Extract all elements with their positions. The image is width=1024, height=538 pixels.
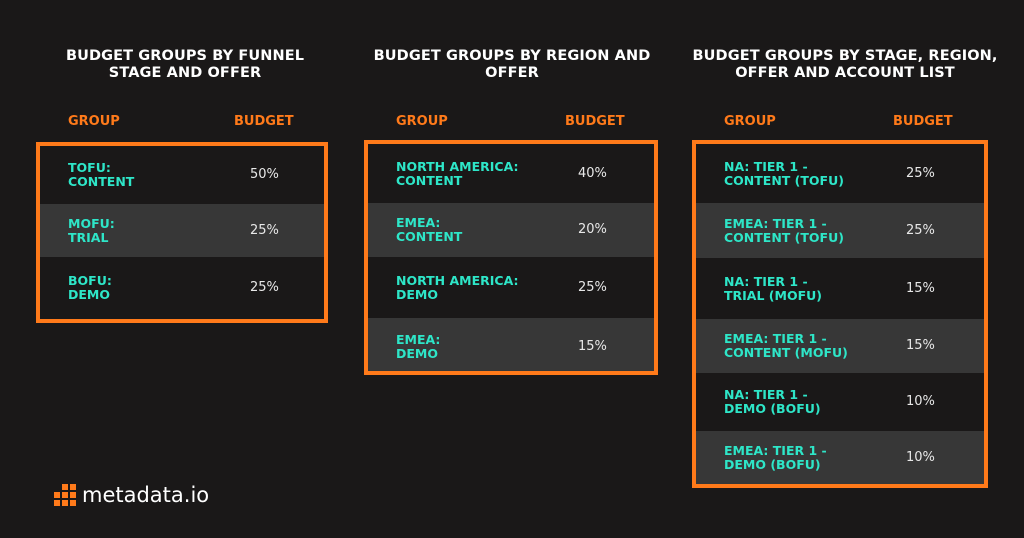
group-label: NA: TIER 1 - CONTENT (TOFU) — [724, 158, 844, 188]
panel-title: Budget groups by stage, region, offer an… — [692, 48, 998, 81]
grid-logo-icon — [54, 484, 76, 506]
group-label: NA: TIER 1 - DEMO (BOFU) — [724, 387, 821, 416]
budget-value: 10% — [906, 394, 935, 409]
column-header-group: GROUP — [68, 114, 120, 129]
budget-value: 15% — [906, 338, 935, 353]
group-label: EMEA: TIER 1 - CONTENT (MOFU) — [724, 331, 848, 360]
table-row: EMEA: TIER 1 - DEMO (BOFU) 10% — [696, 431, 984, 484]
panel-title: Budget groups by funnel stage and offer — [65, 48, 305, 81]
budget-value: 10% — [906, 449, 935, 465]
budget-table: NORTH AMERICA: CONTENT 40% EMEA: CONTENT… — [364, 140, 658, 375]
table-row: EMEA: TIER 1 - CONTENT (TOFU) 25% — [696, 203, 984, 258]
budget-value: 50% — [250, 167, 279, 182]
column-header-group: GROUP — [724, 114, 776, 129]
table-row: NORTH AMERICA: DEMO 25% — [368, 257, 654, 318]
column-header-group: GROUP — [396, 114, 448, 129]
column-header-budget: BUDGET — [893, 114, 953, 129]
column-header-budget: BUDGET — [565, 114, 625, 129]
group-label: EMEA: TIER 1 - DEMO (BOFU) — [724, 442, 827, 472]
group-label: NA: TIER 1 - TRIAL (MOFU) — [724, 273, 822, 303]
group-label: NORTH AMERICA: DEMO — [396, 272, 519, 302]
table-row: NORTH AMERICA: CONTENT 40% — [368, 144, 654, 203]
group-label: TOFU: CONTENT — [68, 160, 135, 189]
panel-title: Budget groups by region and offer — [373, 48, 651, 81]
table-row: NA: TIER 1 - DEMO (BOFU) 10% — [696, 373, 984, 431]
group-label: EMEA: TIER 1 - CONTENT (TOFU) — [724, 215, 844, 245]
budget-table: NA: TIER 1 - CONTENT (TOFU) 25% EMEA: TI… — [692, 140, 988, 488]
group-label: MOFU: TRIAL — [68, 215, 115, 245]
group-label: NORTH AMERICA: CONTENT — [396, 158, 519, 188]
column-header-budget: BUDGET — [234, 114, 294, 129]
group-label: EMEA: DEMO — [396, 331, 441, 361]
table-row: EMEA: DEMO 15% — [368, 318, 654, 371]
budget-value: 15% — [578, 338, 607, 354]
brand-logo: metadata.io — [54, 483, 209, 507]
budget-table: TOFU: CONTENT 50% MOFU: TRIAL 25% BOFU: … — [36, 142, 328, 323]
budget-value: 25% — [578, 279, 607, 295]
table-row: TOFU: CONTENT 50% — [40, 146, 324, 204]
budget-value: 25% — [906, 222, 935, 238]
budget-value: 25% — [906, 165, 935, 181]
brand-name: metadata.io — [82, 483, 210, 507]
table-row: BOFU: DEMO 25% — [40, 257, 324, 319]
budget-value: 15% — [906, 280, 935, 296]
budget-value: 25% — [250, 280, 279, 295]
table-row: NA: TIER 1 - CONTENT (TOFU) 25% — [696, 144, 984, 203]
table-row: MOFU: TRIAL 25% — [40, 204, 324, 257]
table-row: EMEA: TIER 1 - CONTENT (MOFU) 15% — [696, 319, 984, 373]
budget-value: 40% — [578, 165, 607, 181]
group-label: EMEA: CONTENT — [396, 215, 463, 244]
table-row: EMEA: CONTENT 20% — [368, 203, 654, 257]
budget-value: 20% — [578, 222, 607, 237]
table-row: NA: TIER 1 - TRIAL (MOFU) 15% — [696, 258, 984, 319]
budget-value: 25% — [250, 222, 279, 238]
group-label: BOFU: DEMO — [68, 273, 112, 302]
